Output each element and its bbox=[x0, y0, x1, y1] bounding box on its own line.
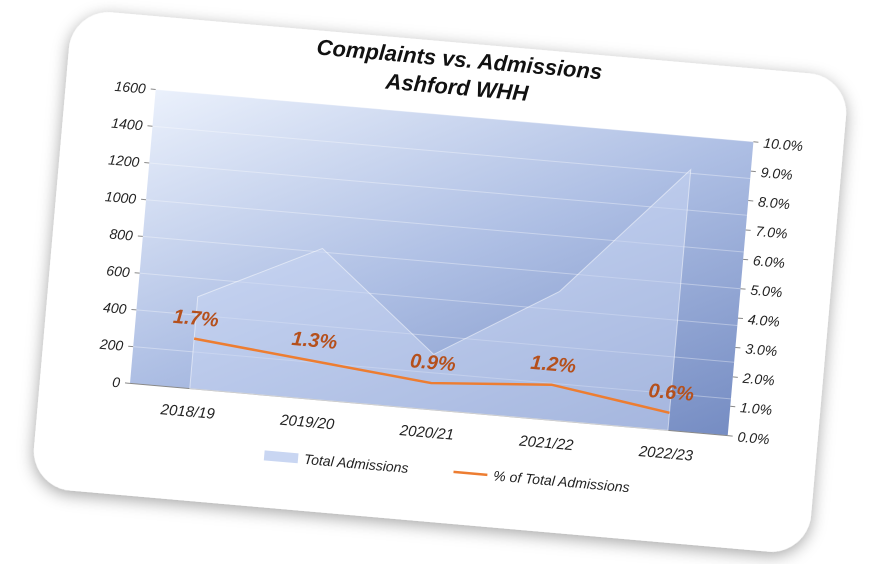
y2-tick-label: 0.0% bbox=[737, 429, 770, 448]
y-tick-label: 200 bbox=[98, 336, 124, 354]
data-label: 0.9% bbox=[409, 350, 457, 376]
x-tick-label: 2019/20 bbox=[279, 412, 336, 434]
y-tick-label: 800 bbox=[109, 226, 134, 244]
grid-line bbox=[149, 162, 748, 216]
data-label: 1.2% bbox=[530, 352, 578, 378]
legend-swatch bbox=[263, 450, 299, 464]
y2-tick-label: 6.0% bbox=[752, 252, 785, 271]
x-tick-label: 2021/22 bbox=[518, 432, 575, 454]
y-tick-label: 400 bbox=[102, 299, 127, 317]
y2-tick-label: 4.0% bbox=[747, 311, 780, 330]
area bbox=[189, 168, 692, 431]
data-label: 1.3% bbox=[291, 328, 339, 354]
legend-swatch bbox=[453, 470, 488, 477]
y-tick-label: 1200 bbox=[108, 151, 141, 170]
chart-card: Complaints vs. Admissions Ashford WHH 02… bbox=[33, 12, 847, 552]
y-tick-label: 1400 bbox=[111, 115, 144, 134]
y-tick-label: 600 bbox=[106, 262, 131, 280]
data-label: 1.7% bbox=[172, 306, 220, 332]
y-tick-label: 1600 bbox=[114, 78, 147, 97]
y2-tick-label: 5.0% bbox=[750, 282, 783, 301]
y-tick-label: 1000 bbox=[104, 188, 137, 207]
y-tick-label: 0 bbox=[112, 374, 121, 391]
x-tick-label: 2022/23 bbox=[637, 443, 694, 465]
y2-tick-label: 2.0% bbox=[741, 370, 775, 389]
y2-tick-label: 1.0% bbox=[740, 399, 773, 418]
x-tick-label: 2020/21 bbox=[398, 422, 455, 444]
data-label: 0.6% bbox=[648, 380, 696, 406]
line bbox=[193, 337, 670, 415]
y2-tick-label: 10.0% bbox=[763, 135, 804, 154]
x-tick-label: 2018/19 bbox=[159, 401, 216, 423]
y2-tick-label: 3.0% bbox=[745, 340, 778, 359]
grid-line bbox=[152, 125, 751, 180]
y2-tick-label: 7.0% bbox=[755, 223, 788, 242]
y2-tick-label: 9.0% bbox=[760, 164, 793, 183]
y2-tick-label: 8.0% bbox=[758, 193, 791, 212]
grid-line bbox=[155, 88, 754, 143]
